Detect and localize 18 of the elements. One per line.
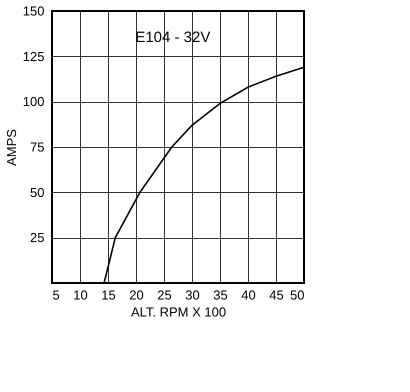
x-tick-label: 35: [213, 288, 228, 302]
x-tick-label: 40: [241, 288, 256, 302]
x-tick-label: 50: [290, 288, 304, 302]
x-tick-label: 30: [185, 288, 200, 302]
x-tick-label: 45: [269, 288, 284, 302]
y-axis-title: AMPS: [4, 128, 19, 166]
y-tick-label: 50: [30, 184, 44, 200]
x-tick-label: 20: [129, 288, 144, 302]
x-tick-label: 25: [157, 288, 172, 302]
y-tick-label: 25: [30, 230, 44, 246]
x-axis-title: ALT. RPM X 100: [130, 304, 226, 320]
x-tick-label: 5: [52, 288, 60, 302]
x-tick-label: 10: [73, 288, 88, 302]
y-tick-label: 75: [30, 140, 44, 154]
y-tick-label: 125: [22, 48, 44, 64]
x-tick-label: 15: [101, 288, 116, 302]
y-tick-label: 150: [22, 4, 44, 18]
y-tick-label: 100: [22, 94, 44, 110]
